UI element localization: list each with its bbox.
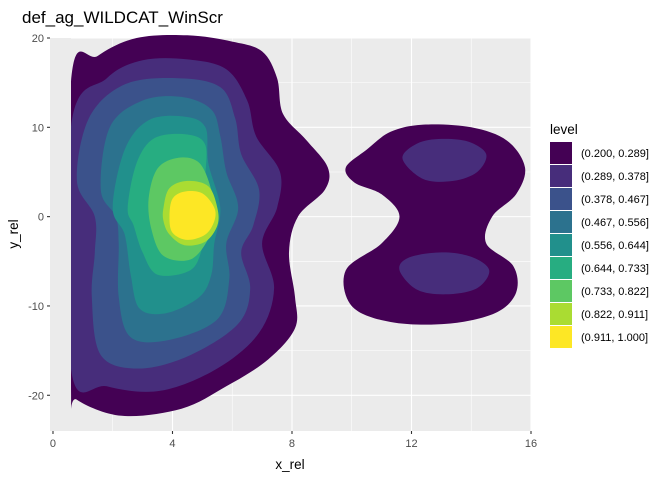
x-tick-label: 12 [405, 438, 417, 450]
x-tick-label: 4 [169, 438, 175, 450]
legend-swatch [550, 326, 572, 348]
y-tick-label: -10 [28, 301, 44, 313]
legend-swatch [550, 234, 572, 256]
legend-label: (0.556, 0.644] [581, 240, 649, 252]
x-tick-label: 16 [525, 438, 537, 450]
x-axis: 0 4 8 12 16 [50, 431, 537, 450]
panel-edge-left [50, 38, 71, 431]
x-tick-label: 0 [50, 438, 56, 450]
legend: level (0.200, 0.289] (0.289, 0.378] (0.378… [550, 122, 649, 348]
legend-label: (0.378, 0.467] [581, 194, 649, 206]
y-tick-label: 10 [32, 122, 44, 134]
legend-label: (0.200, 0.289] [581, 148, 649, 160]
legend-swatch [550, 142, 572, 164]
legend-swatch [550, 257, 572, 279]
y-tick-label: -20 [28, 390, 44, 402]
legend-label: (0.467, 0.556] [581, 217, 649, 229]
y-tick-label: 20 [32, 33, 44, 45]
legend-label: (0.911, 1.000] [581, 332, 648, 344]
legend-label: (0.644, 0.733] [581, 263, 649, 275]
y-axis-title: y_rel [6, 219, 21, 248]
y-axis: -20 -10 0 10 20 [28, 33, 50, 402]
chart-title: def_ag_WILDCAT_WinScr [22, 8, 223, 27]
x-tick-label: 8 [289, 438, 295, 450]
plot-panel [50, 35, 531, 431]
legend-swatch [550, 188, 572, 210]
legend-swatch [550, 211, 572, 233]
legend-title: level [550, 122, 578, 137]
legend-label: (0.822, 0.911] [581, 309, 648, 321]
legend-label: (0.733, 0.822] [581, 286, 649, 298]
legend-label: (0.289, 0.378] [581, 171, 649, 183]
y-tick-label: 0 [38, 212, 44, 224]
legend-items: (0.200, 0.289] (0.289, 0.378] (0.378, 0.46… [550, 142, 649, 348]
legend-swatch [550, 303, 572, 325]
legend-swatch [550, 165, 572, 187]
x-axis-title: x_rel [275, 457, 304, 472]
legend-swatch [550, 280, 572, 302]
